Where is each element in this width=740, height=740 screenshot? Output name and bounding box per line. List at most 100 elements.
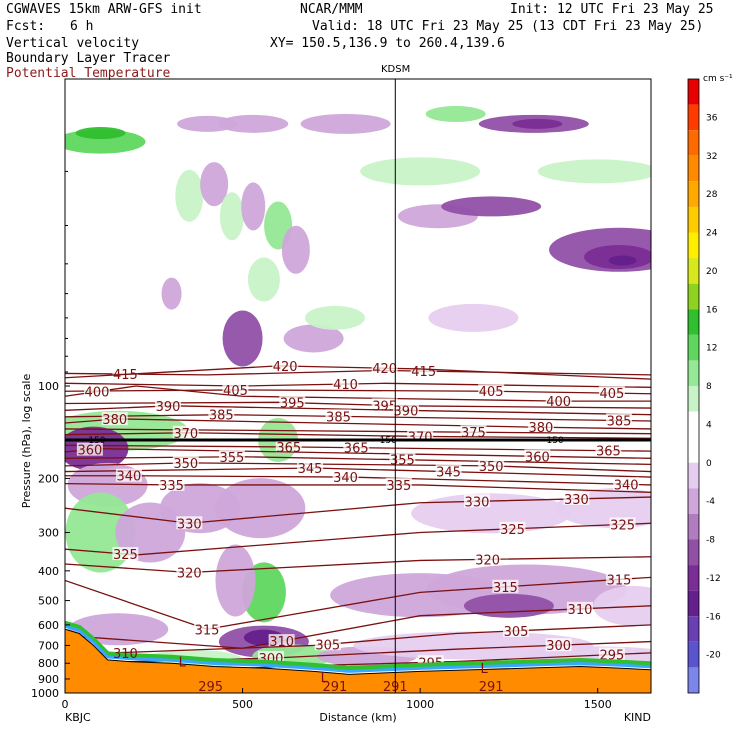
- theta-label-bg: [463, 494, 490, 508]
- theta-label-bg: [297, 461, 324, 475]
- theta-label-bg: [112, 547, 139, 561]
- theta-label: 305: [315, 638, 340, 653]
- colorbar-swatch: [688, 539, 699, 566]
- theta-label-bg: [435, 464, 462, 478]
- y-tick-label: 500: [38, 595, 59, 608]
- theta-label: 405: [600, 387, 625, 402]
- theta-label-bg: [598, 386, 625, 400]
- theta-label-bg: [389, 452, 416, 466]
- colorbar-swatch: [688, 232, 699, 259]
- theta-label-bg: [332, 470, 359, 484]
- theta-label: 330: [564, 493, 589, 508]
- colorbar-label: 36: [706, 113, 718, 123]
- theta-line-325: [65, 522, 651, 556]
- x-tick-label: 1500: [584, 698, 612, 711]
- theta-label-bg: [83, 384, 110, 398]
- theta-label: 340: [333, 471, 358, 486]
- theta-label-bg: [606, 413, 633, 427]
- theta-label: 320: [475, 553, 500, 568]
- field-boundary-layer-tracer: Boundary Layer Tracer: [6, 51, 171, 66]
- colorbar-frame: [687, 78, 700, 694]
- colorbar-swatch: [688, 181, 699, 207]
- field-vertical-velocity: Vertical velocity: [6, 36, 140, 51]
- theta-label-bg: [218, 449, 245, 463]
- colorbar-swatch: [688, 616, 699, 642]
- theta-label: 385: [209, 409, 234, 424]
- theta-label-bg: [478, 458, 505, 472]
- y-tick-label: 800: [38, 657, 59, 670]
- tropopause-label: 150: [88, 436, 105, 446]
- forecast-hour: 6 h: [70, 19, 94, 34]
- theta-label-bg: [563, 491, 590, 505]
- w-region: [218, 114, 289, 133]
- colorbar-unit: cm s⁻¹: [703, 74, 733, 84]
- theta-label-bg: [606, 572, 633, 586]
- theta-label-bg: [314, 637, 341, 651]
- y-tick-label: 300: [38, 526, 59, 539]
- theta-label: 315: [493, 581, 518, 596]
- theta-label: 365: [344, 442, 369, 457]
- colorbar-label: -20: [706, 651, 721, 661]
- colorbar-swatch: [688, 360, 699, 386]
- colorbar-swatch: [688, 641, 699, 668]
- w-region: [75, 127, 126, 140]
- theta-label: 325: [610, 518, 635, 533]
- theta-label-bg: [76, 442, 103, 456]
- colorbar-label: 20: [706, 267, 718, 277]
- y-tick-label: 700: [38, 639, 59, 652]
- theta-label-bg: [172, 425, 199, 439]
- theta-label: 365: [276, 441, 301, 456]
- theta-label: 355: [390, 454, 415, 469]
- theta-label: 310: [269, 635, 294, 650]
- y-tick-label: 200: [38, 472, 59, 485]
- theta-label: 385: [326, 410, 351, 425]
- theta-label-bg: [371, 398, 398, 412]
- theta-label-bg: [410, 364, 437, 378]
- theta-label: 355: [220, 451, 245, 466]
- colorbar-label: -16: [706, 612, 721, 622]
- theta-line-305: [65, 624, 651, 656]
- theta-label: 310: [568, 603, 593, 618]
- y-tick-label: 900: [38, 673, 59, 686]
- boundary-tracer-blue: [65, 624, 651, 673]
- theta-label-bg: [460, 425, 487, 439]
- theta-label-bg: [176, 516, 203, 530]
- w-region: [304, 305, 365, 330]
- tropopause-label: 150: [547, 436, 564, 446]
- w-region: [463, 593, 554, 618]
- colorbar-swatch: [688, 283, 699, 310]
- theta-label-bg: [613, 477, 640, 491]
- theta-label-bg: [385, 477, 412, 491]
- theta-label: 400: [85, 386, 110, 401]
- theta-label: 320: [177, 566, 202, 581]
- valid-time: Valid: 18 UTC Fri 23 May 25 (13 CDT Fri …: [312, 19, 704, 34]
- theta-label: 315: [607, 573, 632, 588]
- low-label: L: [321, 671, 329, 686]
- colorbar-label: 24: [706, 229, 718, 239]
- theta-line-335: [65, 482, 651, 493]
- w-region: [428, 303, 519, 332]
- w-region: [300, 113, 391, 134]
- theta-label-bg: [524, 449, 551, 463]
- surface-theta-label: 291: [323, 680, 348, 695]
- w-region: [200, 162, 229, 207]
- w-region: [425, 105, 486, 122]
- w-region: [537, 159, 651, 184]
- colorbar-swatch: [688, 334, 699, 361]
- colorbar-swatch: [688, 206, 699, 233]
- theta-line-330: [65, 496, 651, 524]
- colorbar-label: -8: [706, 536, 715, 546]
- cross-section-coords: XY= 150.5,136.9 to 260.4,139.6: [270, 36, 505, 51]
- x-tick-label: 500: [232, 698, 253, 711]
- surface-theta-label: 310: [113, 647, 138, 662]
- theta-label: 420: [273, 360, 298, 375]
- theta-label-bg: [275, 439, 302, 453]
- colorbar-label: 32: [706, 152, 717, 162]
- colorbar-label: 4: [706, 420, 712, 430]
- low-label: L: [480, 662, 488, 677]
- theta-label-bg: [176, 565, 203, 579]
- colorbar-swatch: [688, 488, 699, 514]
- theta-line-375: [65, 428, 651, 435]
